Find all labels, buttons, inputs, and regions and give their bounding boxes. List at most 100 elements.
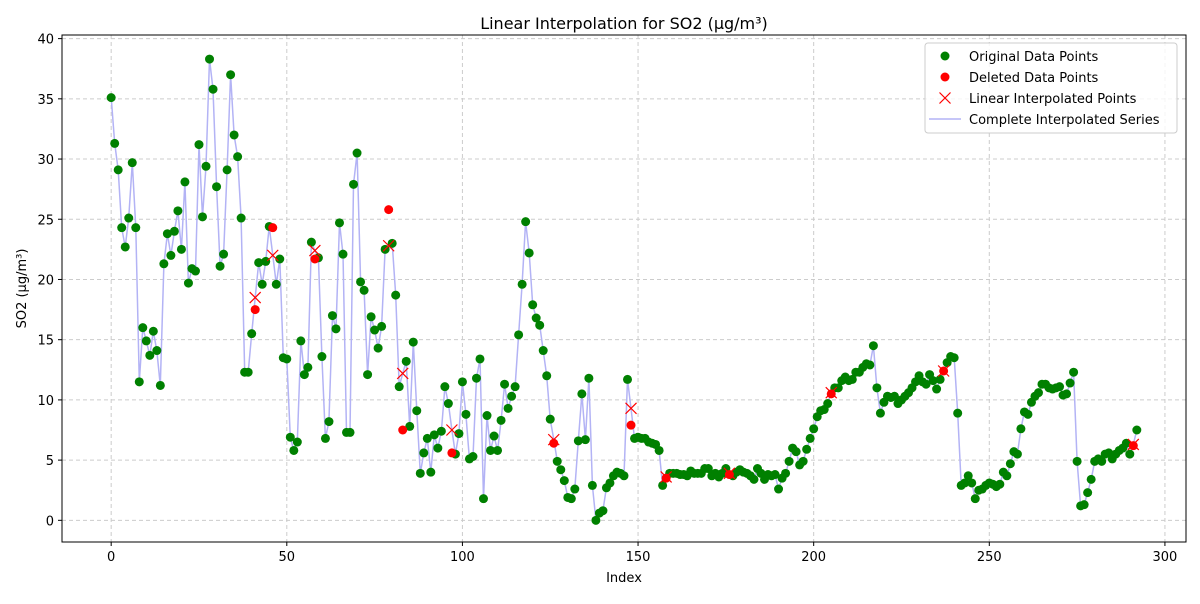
original-data-point	[995, 479, 1005, 489]
x-axis-title: Index	[606, 571, 642, 586]
original-data-point	[169, 226, 179, 236]
interpolated-x-stroke	[396, 367, 409, 380]
original-data-point	[591, 515, 601, 525]
original-data-point	[205, 54, 215, 64]
original-data-point	[426, 467, 436, 477]
original-data-point	[173, 206, 183, 216]
original-data-point	[798, 456, 808, 466]
original-data-point	[324, 417, 334, 427]
original-data-point	[1069, 367, 1079, 377]
original-data-point	[338, 249, 348, 259]
original-data-point	[387, 238, 397, 248]
y-tick-label: 10	[37, 394, 54, 409]
original-data-point	[865, 360, 875, 370]
original-data-point	[131, 223, 141, 233]
original-data-point	[823, 399, 833, 409]
original-data-point	[545, 414, 555, 424]
original-data-point	[106, 93, 116, 103]
original-data-point	[1002, 471, 1012, 481]
original-data-point	[292, 437, 302, 447]
interpolated-x-stroke	[249, 291, 262, 304]
y-tick-label: 20	[37, 273, 54, 288]
original-data-point	[566, 494, 576, 504]
original-data-point	[303, 362, 313, 372]
original-data-point	[1097, 456, 1107, 466]
original-data-point	[110, 138, 120, 148]
original-data-point	[507, 391, 517, 401]
original-data-point	[359, 285, 369, 295]
original-data-point	[194, 140, 204, 150]
original-data-point	[535, 320, 545, 330]
linear-interpolated-point	[266, 249, 279, 262]
interpolated-x-stroke	[625, 402, 637, 415]
original-data-point	[327, 311, 337, 321]
original-data-point	[247, 329, 257, 339]
interpolated-x-stroke	[1127, 438, 1140, 451]
original-data-point	[219, 249, 229, 259]
original-data-point	[198, 212, 207, 222]
original-data-point	[261, 256, 271, 266]
original-data-point	[1016, 424, 1026, 434]
legend-label: Complete Interpolated Series	[969, 113, 1160, 128]
original-data-point	[454, 429, 464, 439]
legend-x-stroke	[939, 92, 951, 104]
original-data-point	[552, 456, 562, 466]
original-data-point	[967, 478, 977, 488]
legend-marker-circle	[940, 72, 950, 82]
original-data-point	[134, 377, 144, 387]
interpolated-x-stroke	[547, 433, 560, 446]
original-data-point	[524, 248, 534, 258]
original-data-point	[306, 237, 316, 247]
original-data-point	[784, 456, 794, 466]
original-data-point	[299, 370, 309, 380]
original-data-point	[183, 278, 193, 288]
linear-interpolated-point	[625, 402, 637, 415]
linear-interpolated-point	[396, 367, 409, 380]
original-data-point	[436, 426, 446, 436]
original-data-point	[935, 374, 945, 384]
linear-interpolated-point	[547, 433, 560, 446]
deleted-data-point	[661, 473, 671, 483]
linear-interpolated-point	[825, 386, 838, 399]
original-data-point	[215, 261, 225, 271]
y-tick-label: 40	[37, 33, 54, 48]
plot-frame	[61, 34, 1187, 543]
original-data-point	[356, 277, 366, 287]
original-data-point	[542, 371, 552, 381]
original-data-point	[373, 343, 383, 353]
original-data-point	[127, 158, 137, 168]
original-data-point	[349, 179, 359, 189]
x-tick-label: 100	[450, 550, 475, 565]
original-data-point	[1083, 488, 1093, 498]
linear-interpolated-point	[445, 424, 458, 436]
interpolated-x-stroke	[445, 424, 458, 436]
original-data-point	[141, 336, 151, 346]
original-data-point	[124, 213, 134, 223]
original-data-point	[419, 448, 429, 458]
original-data-point	[282, 354, 292, 364]
data-points	[106, 54, 1142, 525]
original-data-point	[654, 445, 664, 455]
linear-interpolated-point	[382, 239, 395, 252]
y-tick-label: 0	[46, 514, 54, 529]
original-data-point	[749, 474, 759, 484]
original-data-point	[833, 383, 843, 393]
original-data-point	[503, 403, 513, 413]
linear-interpolated-point	[249, 291, 262, 304]
axis-ticks: 0 50 100 150 200 250 300 0 5 10 15 20 25 30 35 40	[37, 33, 1177, 565]
legend: Original Data Points Deleted Data Points L…	[924, 42, 1178, 134]
original-data-point	[482, 411, 492, 421]
legend-label: Deleted Data Points	[969, 71, 1099, 86]
original-data-point	[531, 313, 541, 323]
original-data-point	[528, 300, 538, 310]
original-data-point	[605, 478, 615, 488]
interpolated-x-stroke	[825, 386, 838, 399]
legend-label: Linear Interpolated Points	[969, 92, 1137, 107]
legend-marker-circle	[940, 51, 950, 61]
y-tick-label: 15	[37, 334, 54, 349]
original-data-point	[334, 218, 344, 228]
y-tick-label: 25	[37, 213, 54, 228]
original-data-point	[271, 279, 281, 289]
original-data-point	[963, 471, 973, 481]
original-data-point	[166, 250, 176, 260]
